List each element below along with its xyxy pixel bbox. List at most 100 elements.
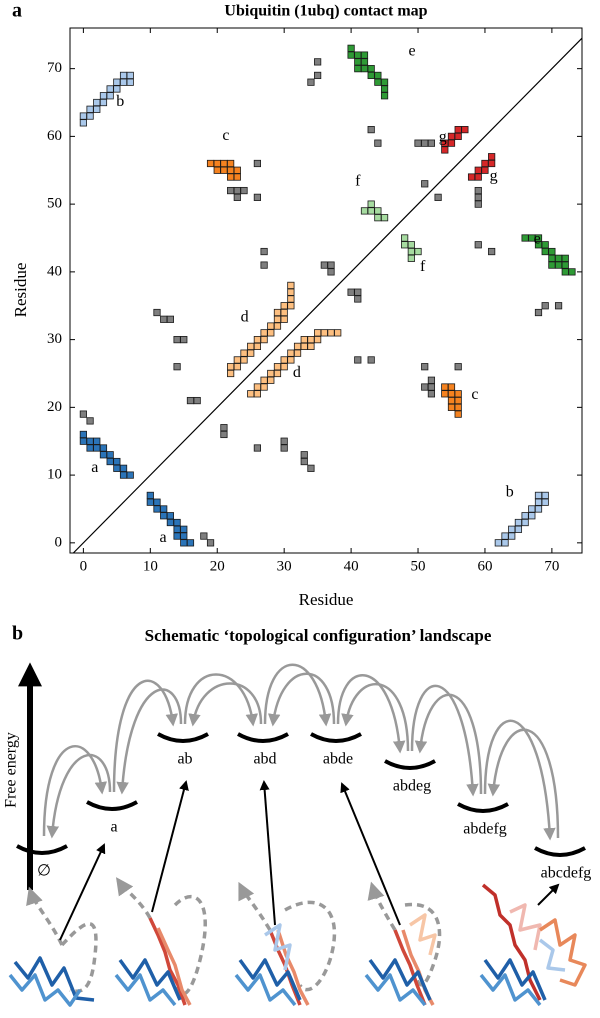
contact bbox=[227, 363, 235, 371]
cluster-label: f bbox=[420, 258, 426, 275]
contact bbox=[534, 498, 543, 506]
contact bbox=[454, 396, 462, 405]
contact bbox=[521, 234, 529, 242]
contact bbox=[541, 498, 549, 506]
contact bbox=[414, 247, 422, 256]
contact bbox=[86, 105, 94, 113]
contact bbox=[280, 308, 288, 317]
contact bbox=[280, 444, 288, 452]
contact bbox=[227, 369, 235, 378]
contact bbox=[119, 471, 128, 479]
transition-arrow bbox=[183, 673, 258, 727]
contact bbox=[441, 146, 449, 154]
transition-arrow bbox=[263, 663, 332, 727]
cluster-label: d bbox=[293, 364, 301, 381]
y-tick-label: 20 bbox=[47, 399, 62, 415]
contact bbox=[421, 139, 429, 147]
contact bbox=[334, 329, 342, 337]
contact bbox=[568, 268, 576, 276]
contact bbox=[447, 396, 456, 405]
contact bbox=[233, 173, 241, 181]
contact bbox=[267, 329, 275, 337]
contact bbox=[113, 78, 121, 86]
contact bbox=[106, 457, 114, 466]
contact bbox=[300, 336, 308, 344]
contact bbox=[454, 363, 462, 371]
contact bbox=[173, 532, 181, 540]
contact bbox=[180, 525, 188, 533]
contact bbox=[233, 363, 241, 371]
contact bbox=[119, 78, 128, 86]
contact bbox=[374, 78, 382, 86]
contact bbox=[213, 166, 221, 174]
contact bbox=[287, 356, 295, 364]
contact bbox=[407, 247, 415, 256]
contact bbox=[354, 288, 362, 296]
contact bbox=[253, 342, 261, 350]
contact bbox=[300, 451, 308, 459]
contact bbox=[247, 342, 255, 350]
cluster-label: e bbox=[534, 231, 541, 248]
contact bbox=[427, 376, 436, 384]
contact bbox=[273, 322, 282, 330]
contact bbox=[454, 410, 462, 418]
cluster-label: c bbox=[471, 386, 478, 403]
contact bbox=[347, 44, 355, 52]
contact bbox=[534, 308, 543, 317]
contact bbox=[240, 349, 248, 357]
contact bbox=[99, 92, 108, 100]
transition-arrow bbox=[336, 673, 406, 754]
contact bbox=[327, 329, 335, 337]
contact bbox=[441, 390, 449, 398]
chart-title: Ubiquitin (1ubq) contact map bbox=[224, 3, 427, 20]
contact bbox=[247, 349, 255, 357]
contact bbox=[106, 85, 114, 93]
y-tick-label: 30 bbox=[47, 331, 62, 347]
contact bbox=[521, 518, 529, 527]
contact bbox=[374, 207, 382, 215]
contact bbox=[488, 153, 496, 161]
cluster-label: c bbox=[222, 127, 229, 144]
energy-well bbox=[534, 846, 586, 857]
contact bbox=[227, 173, 235, 181]
panel-label: b bbox=[12, 623, 23, 645]
contact bbox=[407, 241, 415, 249]
contact bbox=[153, 505, 161, 513]
contact bbox=[367, 356, 375, 364]
contact bbox=[354, 51, 362, 59]
panel-label: a bbox=[12, 0, 22, 22]
contact bbox=[267, 376, 275, 384]
contact bbox=[260, 247, 268, 256]
transition-arrow bbox=[341, 683, 410, 752]
contact bbox=[548, 261, 556, 269]
contact bbox=[541, 302, 549, 310]
transition-arrow bbox=[483, 719, 556, 841]
contact bbox=[401, 241, 409, 249]
contact bbox=[367, 71, 375, 80]
contact bbox=[220, 424, 228, 432]
contact bbox=[86, 437, 94, 445]
contact bbox=[79, 437, 87, 445]
contact bbox=[374, 71, 382, 80]
contact bbox=[421, 180, 429, 188]
contact bbox=[314, 58, 322, 66]
state-label: abdefg bbox=[463, 821, 507, 838]
contact bbox=[367, 200, 375, 208]
contact bbox=[113, 464, 121, 472]
contact bbox=[280, 302, 288, 310]
contact bbox=[267, 322, 275, 330]
protein-cartoons bbox=[8, 877, 587, 1007]
contact bbox=[253, 159, 261, 168]
contact bbox=[528, 512, 536, 520]
contact bbox=[287, 288, 295, 296]
contact bbox=[113, 85, 121, 93]
diagram-title: Schematic ‘topological configuration’ la… bbox=[145, 626, 492, 645]
contact bbox=[307, 464, 315, 472]
contact bbox=[273, 315, 282, 323]
y-tick-label: 50 bbox=[47, 196, 62, 212]
contact bbox=[474, 173, 482, 181]
contact bbox=[106, 451, 114, 459]
landscape: ∅ a ab abd abde abdeg abdefg abcdefg bbox=[16, 663, 591, 882]
contact bbox=[554, 261, 563, 269]
y-tick-label: 70 bbox=[47, 60, 62, 76]
